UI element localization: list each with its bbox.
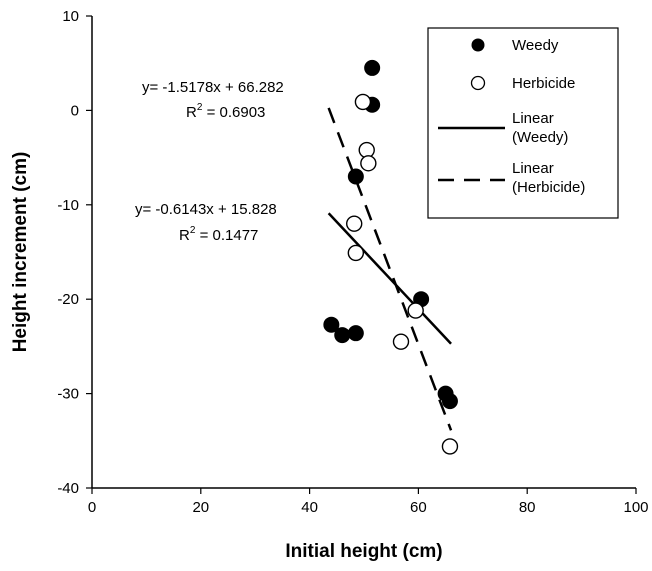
legend-herbicide-marker [470, 75, 486, 91]
y-tick-label: 10 [62, 8, 79, 25]
weedy-point [364, 59, 381, 76]
herbicide-point [354, 93, 372, 111]
y-tick-label: -40 [57, 480, 79, 497]
weedy-r2-superscript: 2 [190, 225, 196, 236]
trendline-dashed [327, 107, 453, 431]
x-tick-label: 20 [192, 499, 209, 516]
legend-box [427, 27, 619, 219]
x-tick-label: 100 [623, 499, 648, 516]
herbicide-r2-value: = 0.6903 [202, 104, 265, 121]
x-tick-label: 0 [88, 499, 96, 516]
weedy-point [347, 325, 364, 342]
herbicide-point [407, 302, 424, 319]
x-axis-title: Initial height (cm) [285, 541, 442, 562]
y-tick-label: -10 [57, 197, 79, 214]
herbicide-r2-label: R2 = 0.6903 [186, 102, 265, 121]
trendlines [327, 107, 453, 431]
y-tick-label: -30 [57, 386, 79, 403]
legend-linear-herbicide-label-2: (Herbicide) [512, 179, 585, 196]
weedy-point [347, 168, 364, 185]
y-axis-title: Height increment (cm) [10, 152, 31, 353]
x-tick-label: 60 [410, 499, 427, 516]
weedy-point [334, 327, 351, 344]
herbicide-r2-superscript: 2 [197, 102, 203, 113]
herbicide-point [392, 333, 410, 350]
weedy-point [441, 393, 458, 410]
legend-linear-weedy-label-2: (Weedy) [512, 129, 568, 146]
herbicide-point [347, 244, 365, 262]
legend: Weedy Herbicide Linear (Weedy) Linear (H… [427, 27, 619, 219]
legend-weedy-marker [471, 38, 485, 52]
y-tick-label: 0 [71, 102, 79, 119]
axis-ticks: 0 20 40 60 80 100 -40 -30 -20 -10 0 10 [57, 8, 648, 516]
legend-weedy-label: Weedy [512, 37, 559, 54]
herbicide-equation-label: y= -1.5178x + 66.282 [142, 79, 284, 96]
y-tick-label: -20 [57, 291, 79, 308]
herbicide-point [346, 215, 363, 232]
herbicide-point [441, 438, 459, 455]
weedy-r2-prefix: R [179, 227, 190, 244]
x-tick-label: 80 [519, 499, 536, 516]
herbicide-point [360, 155, 377, 172]
weedy-equation-label: y= -0.6143x + 15.828 [135, 201, 277, 218]
legend-linear-herbicide-label-1: Linear [512, 160, 554, 177]
weedy-r2-label: R2 = 0.1477 [179, 225, 258, 244]
legend-herbicide-label: Herbicide [512, 75, 575, 92]
weedy-point [323, 316, 340, 333]
trendline-solid [327, 212, 452, 345]
herbicide-r2-prefix: R [186, 104, 197, 121]
x-tick-label: 40 [301, 499, 318, 516]
data-points [323, 59, 459, 455]
weedy-r2-value: = 0.1477 [195, 227, 258, 244]
legend-linear-weedy-label-1: Linear [512, 110, 554, 127]
